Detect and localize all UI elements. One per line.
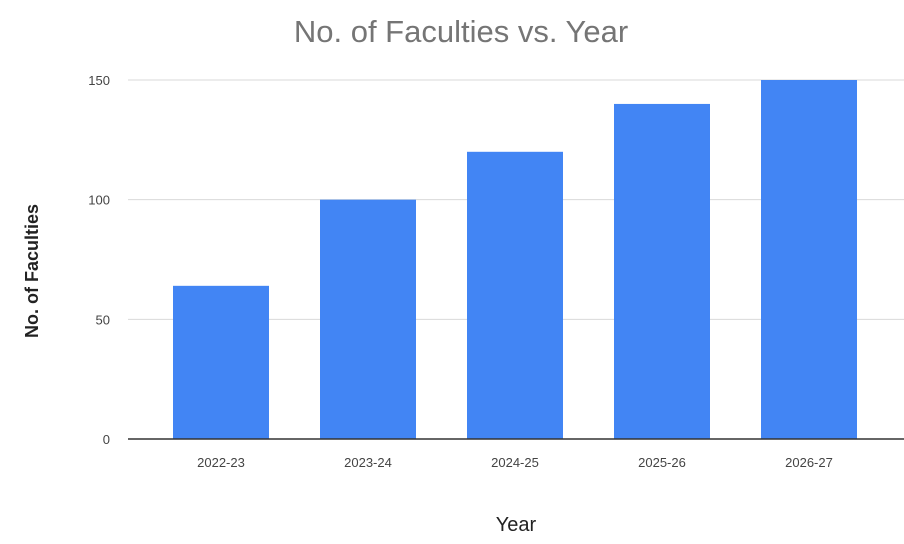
chart-title: No. of Faculties vs. Year [294, 14, 628, 49]
y-axis-tick-labels: 0 50 100 150 [88, 73, 110, 447]
x-tick-label: 2023-24 [344, 455, 392, 470]
y-tick-label: 0 [103, 432, 110, 447]
y-axis-label: No. of Faculties [22, 204, 42, 338]
x-tick-label: 2026-27 [785, 455, 833, 470]
y-tick-label: 150 [88, 73, 110, 88]
bar-2024-25[interactable] [467, 151, 563, 440]
y-tick-label: 100 [88, 193, 110, 208]
bar-2023-24[interactable] [320, 199, 416, 439]
x-tick-label: 2022-23 [197, 455, 245, 470]
x-axis-tick-labels: 2022-23 2023-24 2024-25 2025-26 2026-27 [197, 455, 833, 470]
bar-2022-23[interactable] [173, 285, 269, 439]
bar-2025-26[interactable] [614, 103, 710, 439]
x-tick-label: 2025-26 [638, 455, 686, 470]
y-tick-label: 50 [96, 312, 110, 327]
bar-2026-27[interactable] [761, 80, 857, 439]
bars [128, 80, 904, 440]
x-tick-label: 2024-25 [491, 455, 539, 470]
x-axis-label: Year [496, 514, 537, 536]
